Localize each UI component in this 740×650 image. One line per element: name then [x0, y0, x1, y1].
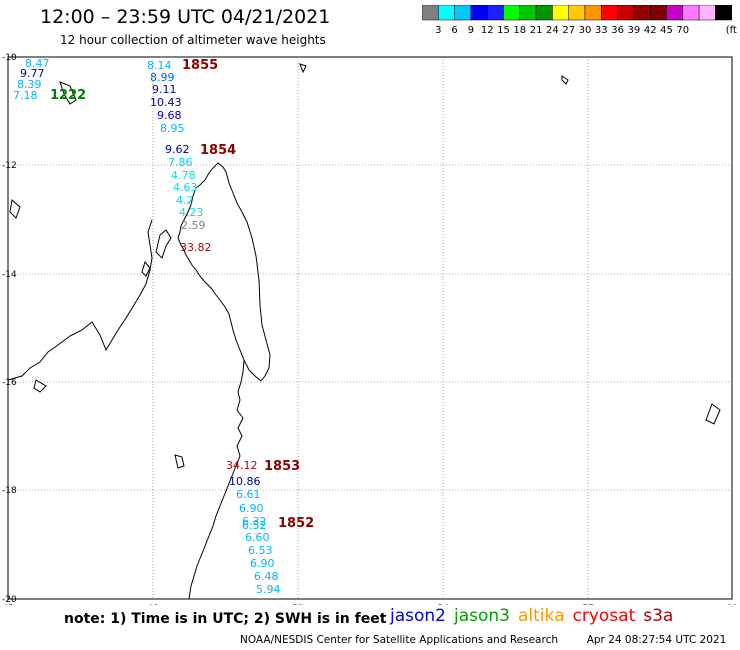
scale-label: 42	[644, 25, 657, 36]
island-top	[299, 63, 307, 74]
wave-height-label: 6.48	[254, 570, 279, 583]
lon-tick-label: 45	[2, 604, 13, 605]
wave-height-label: 5.94	[256, 583, 281, 596]
wave-height-label: 6.32	[242, 515, 267, 528]
madagascar-coast-west-south	[188, 359, 245, 600]
track-time-label: 1855	[182, 58, 219, 73]
chart-subtitle: 12 hour collection of altimeter wave hei…	[60, 33, 326, 47]
scale-swatch	[715, 5, 732, 21]
wave-height-label: 4.78	[171, 169, 196, 182]
island-nosy-be	[155, 229, 172, 259]
wave-height-label: 9.68	[157, 109, 182, 122]
scale-label: 36	[611, 25, 624, 36]
track-time-label: 1854	[200, 143, 237, 158]
satellite-legend: jason2 jason3 altika cryosat s3a	[390, 606, 681, 626]
footnote: note: 1) Time is in UTC; 2) SWH is in fe…	[64, 611, 387, 627]
island-small-east	[561, 75, 569, 85]
wave-height-label: 10.86	[229, 475, 261, 488]
credit-time: Apr 24 08:27:54 UTC 2021	[586, 634, 727, 646]
satellite-cryosat: cryosat	[572, 606, 636, 626]
lon-tick-label: 54	[437, 604, 449, 605]
scale-unit: (ft)	[726, 25, 737, 36]
wave-height-label: 34.12	[226, 459, 258, 472]
grid-lines	[8, 57, 732, 599]
satellite-jason2: jason2	[390, 606, 446, 626]
wave-height-label: 4.2	[176, 194, 194, 207]
island-europa	[174, 454, 185, 469]
lat-tick-label: -20	[2, 595, 17, 605]
wave-height-label: 6.61	[236, 488, 261, 501]
madagascar-coast-east	[212, 162, 271, 382]
scale-label: 33	[595, 25, 608, 36]
island-comoros-b	[33, 379, 47, 393]
coastline	[7, 63, 721, 600]
scale-label: 30	[579, 25, 592, 36]
wave-height-label: 9.11	[152, 83, 177, 96]
lat-tick-label: -10	[2, 53, 17, 63]
wave-height-label: 8.99	[150, 71, 175, 84]
scale-label: 70	[676, 25, 689, 36]
scale-label: 24	[546, 25, 559, 36]
wave-height-label: 8.95	[160, 122, 185, 135]
wave-height-label: 10.43	[150, 96, 182, 109]
wave-height-label: 33.82	[180, 241, 212, 254]
lon-tick-label: 60	[726, 604, 738, 605]
wave-height-label: 9.77	[20, 67, 45, 80]
track-time-label: 1853	[264, 459, 301, 474]
lat-tick-label: -14	[2, 270, 17, 280]
chart-title: 12:00 – 23:59 UTC 04/21/2021	[40, 6, 331, 28]
scale-label: 6	[451, 25, 457, 36]
wave-height-label: 8.39	[17, 78, 42, 91]
scale-label: 12	[481, 25, 494, 36]
island-top-left	[59, 81, 77, 105]
lat-tick-label: -18	[2, 486, 17, 496]
scale-label: 21	[530, 25, 543, 36]
credit-org: NOAA/NESDIS Center for Satellite Applica…	[240, 634, 558, 646]
scale-label: 3	[435, 25, 441, 36]
scale-label: 18	[513, 25, 526, 36]
wave-height-label: 6.90	[250, 557, 275, 570]
wave-height-label: 2.59	[181, 219, 206, 232]
axis-ticks: 45 48 51 54 57 60 -10 -12 -14 -16 -18 -20	[2, 53, 738, 605]
wave-height-label: 6.90	[239, 502, 264, 515]
island-west-a	[141, 260, 151, 277]
track-time-label: 1222	[50, 88, 87, 103]
satellite-altika: altika	[518, 606, 565, 626]
wave-height-label: 8.47	[25, 57, 50, 70]
wave-height-label: 4.23	[179, 206, 204, 219]
scale-label: 9	[468, 25, 474, 36]
lon-tick-label: 57	[582, 604, 593, 605]
satellite-jason3: jason3	[454, 606, 510, 626]
lon-tick-label: 51	[292, 604, 303, 605]
wave-height-label: 4.63	[173, 181, 198, 194]
wave-height-label: 6.53	[248, 544, 273, 557]
wave-height-label: 7.86	[168, 156, 193, 169]
wave-height-label: 7.18	[13, 89, 38, 102]
lon-tick-label: 48	[147, 604, 159, 605]
scale-label: 27	[562, 25, 575, 36]
scale-label: 39	[628, 25, 641, 36]
mainland-edge	[7, 219, 153, 381]
plot-frame	[7, 56, 733, 600]
island-comoros-a	[9, 199, 21, 219]
island-mascarene	[705, 403, 721, 425]
wave-height-label: 6.52	[242, 519, 267, 532]
wave-height-label: 9.62	[165, 143, 190, 156]
satellite-s3a: s3a	[643, 606, 674, 626]
madagascar-coast-west	[177, 167, 262, 382]
credit-line: NOAA/NESDIS Center for Satellite Applica…	[240, 634, 726, 646]
lat-tick-label: -16	[2, 378, 17, 388]
lat-tick-label: -12	[2, 161, 17, 171]
wave-height-label: 6.60	[245, 531, 270, 544]
scale-label: 15	[497, 25, 510, 36]
scale-label: 45	[660, 25, 673, 36]
wave-height-label: 8.14	[147, 59, 172, 72]
track-time-label: 1852	[278, 516, 315, 531]
map-plot: 45 48 51 54 57 60 -10 -12 -14 -16 -18 -20	[2, 53, 738, 605]
